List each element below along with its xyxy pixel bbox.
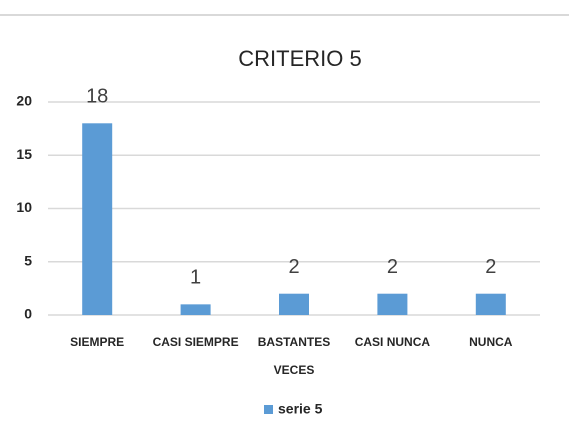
x-tick-label: CASI NUNCA <box>354 335 431 349</box>
data-label: 2 <box>288 256 299 278</box>
x-tick-label-box: BASTANTES VECES <box>257 335 331 377</box>
x-tick-label-box: NUNCA <box>469 335 513 349</box>
x-tick-label: NUNCA <box>469 335 513 349</box>
y-tick-label: 0 <box>24 306 32 322</box>
y-tick-label: 10 <box>16 199 32 215</box>
bar <box>475 293 506 315</box>
legend-swatch <box>264 405 273 414</box>
x-tick-label: BASTANTES VECES <box>257 335 331 377</box>
x-tick-label-box: CASI SIEMPRE <box>152 335 239 349</box>
data-label: 1 <box>190 267 201 289</box>
x-tick-label-box: SIEMPRE <box>70 335 125 349</box>
chart-title: CRITERIO 5 <box>238 46 361 71</box>
x-tick-label-box: CASI NUNCA <box>354 335 431 349</box>
y-tick-label: 20 <box>16 93 32 109</box>
bar <box>377 293 408 315</box>
data-label: 2 <box>387 256 398 278</box>
bar <box>180 304 211 315</box>
y-tick-label: 15 <box>16 146 32 162</box>
data-label: 2 <box>485 256 496 278</box>
x-tick-label: CASI SIEMPRE <box>152 335 239 349</box>
bar <box>82 123 113 315</box>
legend-label: serie 5 <box>278 401 323 417</box>
y-tick-label: 5 <box>24 252 32 268</box>
x-tick-label: SIEMPRE <box>70 335 125 349</box>
bar <box>279 293 309 315</box>
data-label: 18 <box>86 86 108 108</box>
